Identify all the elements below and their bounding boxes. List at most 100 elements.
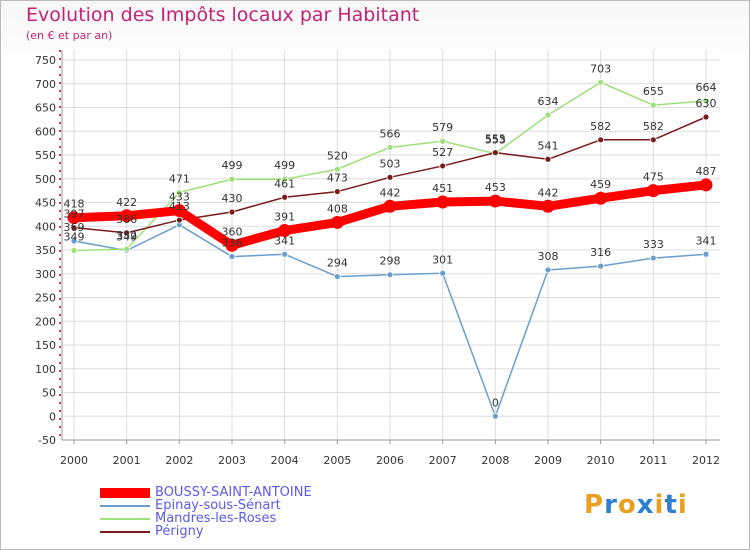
y-tick-label: 650 (35, 102, 56, 115)
data-point (333, 188, 341, 195)
data-point (70, 224, 78, 232)
legend: BOUSSY-SAINT-ANTOINE Epinay-sous-Sénart … (100, 486, 312, 538)
data-label: 430 (222, 192, 243, 205)
data-label: 475 (643, 171, 664, 184)
data-label: 527 (432, 146, 453, 159)
data-label: 298 (380, 255, 401, 268)
logo-letter: P (584, 490, 605, 520)
y-tick-label: 100 (35, 363, 56, 376)
data-point (597, 136, 605, 144)
data-label: 566 (380, 127, 401, 140)
data-label: 391 (274, 211, 295, 224)
data-point (281, 193, 289, 201)
data-label: 418 (64, 198, 85, 211)
data-point (120, 209, 134, 223)
data-label: 341 (696, 234, 717, 247)
x-tick-label: 2012 (692, 454, 720, 467)
data-point (281, 250, 289, 258)
chart-title: Evolution des Impôts locaux par Habitant (26, 4, 420, 26)
data-label: 553 (485, 134, 506, 147)
y-tick-label: 400 (35, 220, 56, 233)
legend-label: Mandres-les-Roses (155, 511, 277, 526)
data-label: 408 (327, 202, 348, 215)
y-tick-label: 550 (35, 149, 56, 162)
data-point (541, 199, 555, 213)
data-point (491, 412, 499, 420)
data-point (228, 253, 236, 261)
data-point (333, 165, 341, 173)
data-point (544, 266, 552, 274)
data-point (702, 113, 710, 121)
data-label: 349 (116, 230, 137, 243)
data-point (649, 254, 657, 262)
data-point (67, 211, 81, 225)
data-point (225, 238, 239, 252)
y-tick-label: 200 (35, 315, 56, 328)
data-label: 499 (222, 159, 243, 172)
data-label: 630 (696, 97, 717, 110)
data-point (386, 271, 394, 279)
data-label: 541 (538, 139, 559, 152)
data-point (228, 208, 236, 216)
x-tick-label: 2007 (429, 454, 457, 467)
legend-label: Périgny (155, 524, 204, 539)
legend-label: BOUSSY-SAINT-ANTOINE (155, 485, 312, 500)
y-tick-label: 0 (49, 410, 56, 423)
y-tick-label: 50 (42, 387, 56, 400)
logo-letter: t (664, 490, 678, 520)
data-label: 582 (590, 120, 611, 133)
data-point (439, 162, 447, 170)
data-label: 333 (643, 238, 664, 251)
x-tick-label: 2008 (481, 454, 509, 467)
data-label: 451 (432, 182, 453, 195)
plot-area (62, 50, 720, 440)
data-point (175, 189, 183, 196)
data-point (649, 136, 657, 144)
data-label: 386 (116, 213, 137, 226)
data-point (436, 195, 450, 209)
x-tick-label: 2009 (534, 454, 562, 467)
data-point (123, 229, 131, 237)
data-label: 341 (274, 234, 295, 247)
data-label: 520 (327, 149, 348, 162)
y-tick-label: 450 (35, 197, 56, 210)
data-label: 308 (538, 250, 559, 263)
logo-letter: i (654, 490, 665, 520)
y-tick-label: 150 (35, 339, 56, 352)
y-tick-label: 750 (35, 54, 56, 67)
data-label: 442 (538, 186, 559, 199)
data-label: 397 (64, 208, 85, 221)
legend-item: Mandres-les-Roses (100, 512, 312, 525)
data-point (228, 175, 236, 183)
x-tick-label: 2001 (113, 454, 141, 467)
data-label: 352 (116, 229, 137, 242)
y-tick-label: 350 (35, 244, 56, 257)
data-label: 316 (590, 246, 611, 259)
x-tick-label: 2003 (218, 454, 246, 467)
x-tick-label: 2002 (165, 454, 193, 467)
legend-swatch (100, 531, 150, 533)
data-label: 461 (274, 177, 295, 190)
data-point (649, 101, 657, 109)
data-point (70, 247, 78, 254)
data-label: 301 (432, 253, 453, 266)
data-point (175, 216, 183, 224)
data-point (281, 175, 289, 183)
legend-item: Périgny (100, 525, 312, 538)
x-tick-label: 2005 (323, 454, 351, 467)
data-point (123, 245, 131, 253)
data-label: 499 (274, 159, 295, 172)
data-label: 555 (485, 133, 506, 146)
data-label: 349 (64, 230, 85, 243)
data-point (330, 215, 344, 229)
x-tick-label: 2000 (60, 454, 88, 467)
data-point (699, 178, 713, 192)
data-label: 579 (432, 121, 453, 134)
x-tick-label: 2011 (639, 454, 667, 467)
y-tick-label: 700 (35, 78, 56, 91)
data-label: 459 (590, 178, 611, 191)
data-point (646, 184, 660, 198)
legend-swatch (100, 518, 150, 520)
logo-letter: r (604, 490, 618, 520)
